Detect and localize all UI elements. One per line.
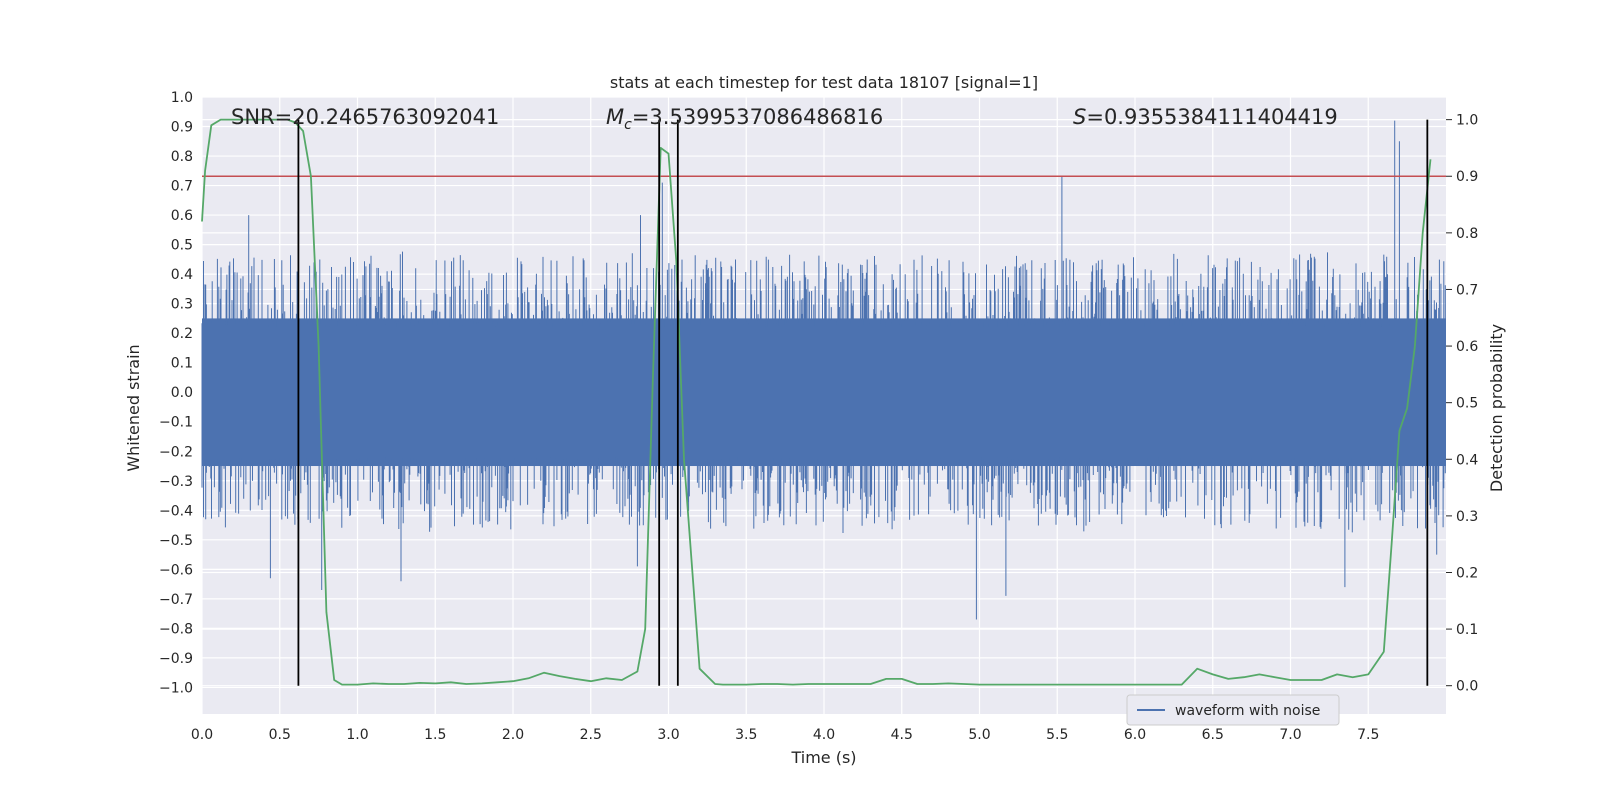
chirp-mass-annotation: Mc=3.5399537086486816	[606, 105, 883, 133]
x-tick-label: 2.0	[502, 727, 524, 743]
y-left-axis-label: Whitened strain	[124, 344, 143, 471]
score-value: =0.9355384111404419	[1086, 105, 1337, 129]
snr-annotation: SNR=20.2465763092041	[231, 105, 499, 129]
x-axis-label: Time (s)	[790, 748, 856, 767]
x-tick-label: 2.5	[580, 727, 602, 743]
y-left-tick-label: 0.0	[171, 385, 193, 401]
waveform-trace	[201, 120, 1446, 620]
y-left-tick-label: 0.9	[171, 120, 193, 136]
score-annotation: S=0.9355384111404419	[1073, 105, 1338, 129]
y-left-tick-label: 0.4	[171, 267, 193, 283]
y-left-tick-label: −0.5	[159, 533, 193, 549]
waveform-series	[201, 120, 1446, 620]
y-right-tick-label: 0.8	[1456, 226, 1478, 242]
x-ticks: 0.0 0.5 1.0 1.5 2.0 2.5 3.0 3.5 4.0 4.5 5.0 5.5 6.0 6…	[191, 727, 1380, 743]
x-tick-label: 0.0	[191, 727, 213, 743]
y-left-tick-label: −0.8	[159, 621, 193, 637]
probability-series	[201, 118, 1446, 686]
y-left-tick-label: −1.0	[159, 680, 193, 696]
y-left-tick-label: −0.6	[159, 562, 193, 578]
y-left-tick-label: −0.3	[159, 474, 193, 490]
y-left-tick-label: 0.1	[171, 356, 193, 372]
y-left-tick-label: −0.2	[159, 444, 193, 460]
x-tick-label: 4.5	[891, 727, 913, 743]
x-tick-label: 7.0	[1279, 727, 1301, 743]
chart-title: stats at each timestep for test data 181…	[610, 73, 1038, 92]
y-left-tick-label: −0.9	[159, 651, 193, 667]
y-right-tick-label: 0.4	[1456, 452, 1478, 468]
legend-box	[1126, 694, 1340, 726]
detection-probability-line	[201, 118, 1432, 686]
chirp-mass-value: =3.5399537086486816	[632, 105, 883, 129]
y-left-tick-label: −0.4	[159, 503, 193, 519]
y-left-tick-label: −0.1	[159, 415, 193, 431]
y-left-tick-label: 0.6	[171, 208, 193, 224]
score-symbol: S	[1073, 105, 1086, 129]
x-tick-label: 5.5	[1046, 727, 1068, 743]
x-tick-label: 1.5	[424, 727, 446, 743]
y-right-ticks: 1.0 0.9 0.8 0.7 0.6 0.5 0.4 0.3 0.2 0.1 0.0	[1446, 113, 1478, 695]
x-tick-label: 6.5	[1202, 727, 1224, 743]
y-left-tick-label: 0.7	[171, 179, 193, 195]
y-right-axis-label: Detection probability	[1487, 324, 1506, 492]
y-left-tick-label: 0.8	[171, 149, 193, 165]
x-tick-label: 5.0	[968, 727, 990, 743]
y-left-tick-label: 0.5	[171, 238, 193, 254]
x-tick-label: 6.0	[1124, 727, 1146, 743]
y-right-tick-label: 1.0	[1456, 113, 1478, 129]
y-left-tick-label: 1.0	[171, 90, 193, 106]
chirp-mass-subscript: c	[624, 117, 632, 133]
legend: waveform with noise	[1126, 694, 1340, 726]
x-tick-label: 3.0	[657, 727, 679, 743]
y-right-tick-label: 0.0	[1456, 679, 1478, 695]
x-tick-label: 4.0	[813, 727, 835, 743]
y-right-tick-label: 0.2	[1456, 565, 1478, 581]
y-right-tick-label: 0.7	[1456, 282, 1478, 298]
y-left-ticks: 1.0 0.9 0.8 0.7 0.6 0.5 0.4 0.3 0.2 0.1 0.0 −0.1 −0.…	[159, 90, 193, 696]
y-left-tick-label: −0.7	[159, 592, 193, 608]
x-tick-label: 1.0	[346, 727, 368, 743]
legend-label-waveform: waveform with noise	[1175, 703, 1320, 719]
y-right-tick-label: 0.5	[1456, 396, 1478, 412]
x-tick-label: 0.5	[269, 727, 291, 743]
x-tick-label: 3.5	[735, 727, 757, 743]
event-markers	[297, 119, 1429, 686]
y-right-tick-label: 0.6	[1456, 339, 1478, 355]
y-left-tick-label: 0.3	[171, 297, 193, 313]
x-tick-label: 7.5	[1357, 727, 1379, 743]
chirp-mass-symbol: M	[606, 105, 624, 129]
y-right-tick-label: 0.3	[1456, 509, 1478, 525]
y-left-tick-label: 0.2	[171, 326, 193, 342]
y-right-tick-label: 0.1	[1456, 622, 1478, 638]
y-right-tick-label: 0.9	[1456, 169, 1478, 185]
